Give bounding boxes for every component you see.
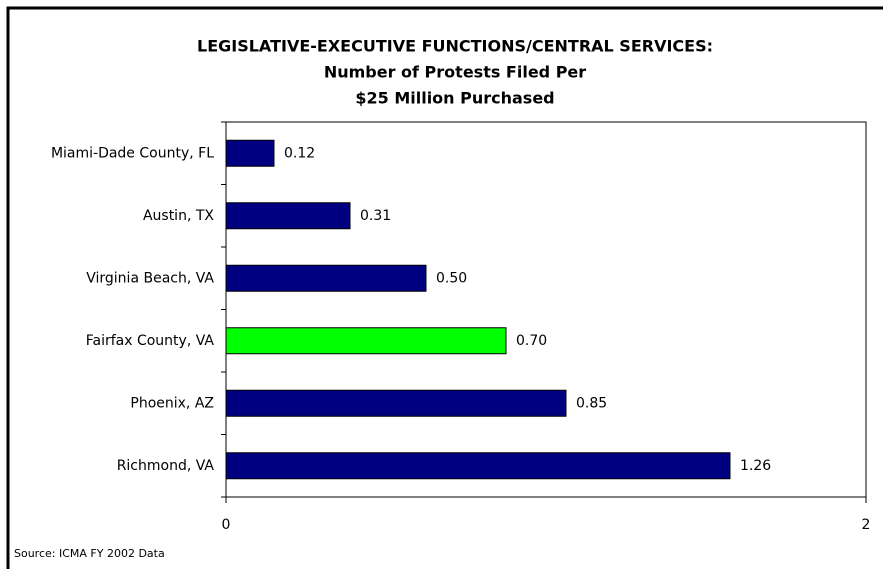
frame <box>6 6 883 569</box>
data-label: 0.12 <box>284 145 315 161</box>
y-tick-label: Fairfax County, VA <box>86 333 215 349</box>
x-tick-label: 0 <box>222 517 231 533</box>
bar <box>225 264 427 292</box>
y-tick-label: Richmond, VA <box>117 458 215 474</box>
bar <box>225 389 567 417</box>
source: Source: ICMA FY 2002 Data <box>14 547 165 560</box>
data-label: 0.31 <box>360 208 391 224</box>
y-tick-label: Virginia Beach, VA <box>86 270 214 286</box>
data-label: 0.85 <box>576 395 607 411</box>
chart-title: Number of Protests Filed Per <box>324 63 586 82</box>
x-tick-label: 2 <box>862 517 871 533</box>
data-label: 1.26 <box>740 458 771 474</box>
y-tick-label: Austin, TX <box>143 208 214 224</box>
bar <box>225 452 731 480</box>
plot-area <box>225 121 867 498</box>
y-tick-label: Miami-Dade County, FL <box>51 145 214 161</box>
bar <box>225 202 351 230</box>
chart-title: $25 Million Purchased <box>355 89 554 108</box>
data-label: 0.70 <box>516 333 547 349</box>
bar <box>225 139 275 167</box>
bar <box>225 327 507 355</box>
y-tick-label: Phoenix, AZ <box>130 395 214 411</box>
data-label: 0.50 <box>436 270 467 286</box>
chart-title: LEGISLATIVE-EXECUTIVE FUNCTIONS/CENTRAL … <box>197 37 713 56</box>
